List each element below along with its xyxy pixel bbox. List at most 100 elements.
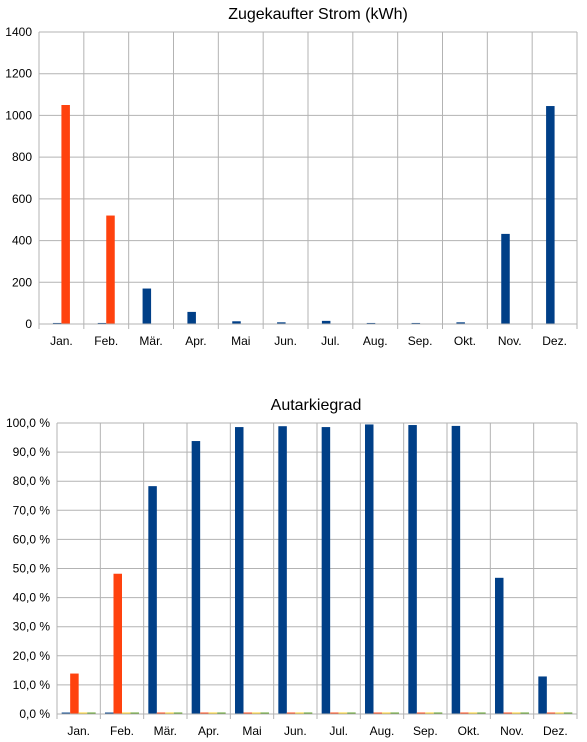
bar-Apr. <box>191 441 201 714</box>
x-tick-label: Okt. <box>454 334 476 348</box>
bar-Jan. <box>61 105 70 324</box>
y-tick-label: 200 <box>12 275 32 289</box>
bar-Nov. <box>520 712 529 714</box>
bar-Mär. <box>173 712 183 714</box>
bar-Okt. <box>460 712 469 714</box>
y-tick-label: 90,0 % <box>13 445 51 459</box>
y-tick-label: 10,0 % <box>13 678 51 692</box>
bar-Mai <box>243 712 252 714</box>
x-tick-label: Nov. <box>500 724 524 738</box>
y-tick-label: 100,0 % <box>6 416 50 430</box>
bar-Okt. <box>477 712 486 714</box>
y-tick-label: 20,0 % <box>13 649 51 663</box>
bar-Aug. <box>390 712 399 714</box>
x-tick-label: Mai <box>231 334 250 348</box>
y-tick-labels: 0 200 400 600 800 1000 1200 1400 <box>5 25 32 331</box>
x-tick-label: Jul. <box>329 724 348 738</box>
bar-Jul. <box>321 427 331 714</box>
y-tick-label: 1000 <box>5 108 32 122</box>
bar-Apr. <box>217 712 226 714</box>
chart-title: Autarkiegrad <box>271 397 362 414</box>
bar-Sep. <box>411 322 421 324</box>
bar-Jun. <box>303 712 313 714</box>
chart-zugekaufter-strom: Zugekaufter Strom (kWh) 0 200 400 600 800 100… <box>5 6 578 348</box>
x-tick-label: Feb. <box>94 334 118 348</box>
bar-Jan. <box>52 322 62 324</box>
bar-Apr. <box>200 712 209 714</box>
chart-autarkiegrad: Autarkiegrad 0,0 % 10,0 % 20,0 % 30,0 % 40,0… <box>6 397 578 738</box>
y-tick-label: 50,0 % <box>13 562 51 576</box>
bar-Jul. <box>321 320 331 324</box>
bars <box>61 424 573 714</box>
bar-Dez. <box>546 712 556 714</box>
bar-Jun. <box>277 322 286 324</box>
x-tick-label: Mär. <box>154 724 177 738</box>
bar-Aug. <box>373 712 382 714</box>
bar-Jan. <box>87 712 96 714</box>
bar-Sep. <box>408 425 417 714</box>
x-tick-label: Mär. <box>139 334 162 348</box>
bar-Dez. <box>546 106 555 325</box>
bar-Mär. <box>142 288 152 324</box>
bar-Apr. <box>187 311 196 324</box>
x-tick-label: Jun. <box>284 724 307 738</box>
bar-Aug. <box>382 712 391 714</box>
y-tick-label: 0 <box>25 317 32 331</box>
axes <box>38 32 577 325</box>
x-tick-label: Aug. <box>363 334 388 348</box>
bar-Okt. <box>468 712 478 714</box>
y-tick-label: 60,0 % <box>13 532 51 546</box>
bar-Jun. <box>295 712 304 714</box>
bar-Feb. <box>130 712 139 714</box>
y-tick-label: 800 <box>12 150 32 164</box>
y-tick-label: 40,0 % <box>13 591 51 605</box>
bar-Nov. <box>512 712 521 714</box>
bar-Feb. <box>113 573 122 714</box>
y-tick-label: 600 <box>12 192 32 206</box>
x-tick-label: Sep. <box>413 724 438 738</box>
bar-Sep. <box>425 712 434 714</box>
bar-Dez. <box>555 712 564 714</box>
bar-Jul. <box>338 712 348 714</box>
x-tick-label: Jun. <box>274 334 297 348</box>
y-tick-label: 1200 <box>5 67 32 81</box>
bar-Jan. <box>78 712 88 714</box>
chart-title: Zugekaufter Strom (kWh) <box>228 6 408 23</box>
axes <box>56 423 577 715</box>
x-tick-label: Jul. <box>321 334 340 348</box>
x-tick-label: Jan. <box>50 334 73 348</box>
bar-Nov. <box>501 233 510 324</box>
bar-Feb. <box>122 712 131 714</box>
bar-Okt. <box>456 322 465 324</box>
bar-Dez. <box>563 712 573 714</box>
bar-Mär. <box>165 712 174 714</box>
bar-Mai <box>252 712 261 714</box>
x-tick-label: Nov. <box>498 334 522 348</box>
bar-Aug. <box>365 424 374 714</box>
y-tick-label: 400 <box>12 234 32 248</box>
bar-Jun. <box>278 426 287 714</box>
bar-Jun. <box>286 712 296 714</box>
x-tick-label: Sep. <box>408 334 433 348</box>
bar-Sep. <box>433 712 443 714</box>
x-tick-label: Okt. <box>458 724 480 738</box>
bar-Feb. <box>105 712 114 714</box>
y-tick-labels: 0,0 % 10,0 % 20,0 % 30,0 % 40,0 % 50,0 % 60,0 … <box>6 416 50 721</box>
bar-Nov. <box>503 712 512 714</box>
x-tick-labels: Jan. Feb. Mär. Apr. Mai Jun. Jul. Aug. Sep. Okt. N… <box>67 724 567 738</box>
bar-Okt. <box>451 425 461 714</box>
grid-lines <box>38 31 578 329</box>
bar-Feb. <box>97 322 107 324</box>
bar-Mai <box>260 712 269 714</box>
bar-Mai <box>232 321 241 324</box>
x-tick-labels: Jan. Feb. Mär. Apr. Mai Jun. Jul. Aug. Sep. Okt. N… <box>50 334 567 348</box>
bar-Feb. <box>106 215 115 324</box>
bar-Nov. <box>495 577 504 714</box>
x-tick-label: Mai <box>242 724 261 738</box>
y-tick-label: 0,0 % <box>19 707 50 721</box>
x-tick-label: Feb. <box>110 724 134 738</box>
bar-Mär. <box>156 712 166 714</box>
bar-Dez. <box>538 676 547 714</box>
bar-Jul. <box>330 712 339 714</box>
